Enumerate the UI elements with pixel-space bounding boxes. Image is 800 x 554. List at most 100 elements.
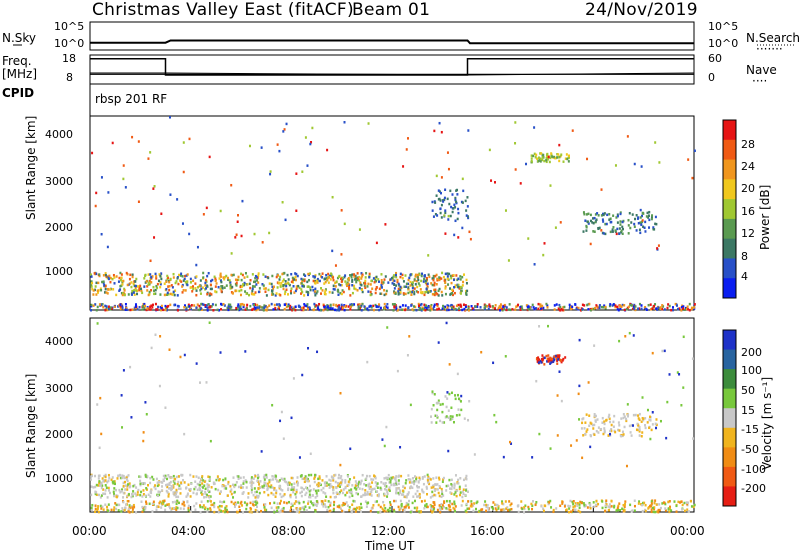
power-ground-noise (500, 307, 503, 311)
power-echo (163, 293, 166, 297)
power-echo (438, 278, 441, 282)
power-echo (235, 284, 238, 287)
power-ground-noise (444, 305, 447, 309)
velocity-echo (449, 415, 452, 418)
velocity-echo (367, 484, 370, 488)
velocity-ground-echo (592, 501, 595, 504)
power-echo (627, 224, 630, 227)
velocity-ground-echo (142, 508, 145, 512)
velocity-ground-echo (617, 508, 620, 512)
velocity-ground-echo (279, 509, 282, 513)
power-echo (399, 272, 402, 276)
velocity-echo (113, 494, 116, 498)
velocity-echo (103, 474, 106, 478)
power-ground-noise (251, 308, 254, 312)
power-ground-noise (618, 304, 621, 307)
power-ground-noise (616, 308, 619, 311)
power-ground-noise (216, 308, 219, 312)
velocity-ground-echo (542, 509, 545, 513)
power-echo (294, 275, 297, 279)
power-echo (306, 293, 309, 297)
power-cb-tick-16: 16 (741, 205, 755, 218)
velocity-echo (618, 429, 621, 432)
power-echo (420, 279, 423, 283)
power-echo (293, 278, 296, 281)
velocity-ground-echo (470, 502, 473, 506)
velocity-speckle (587, 381, 590, 384)
velocity-echo (434, 483, 437, 486)
velocity-echo (283, 493, 286, 496)
power-echo (444, 285, 447, 288)
velocity-ground-echo (668, 499, 671, 503)
velocity-echo (250, 480, 253, 483)
power-echo (327, 281, 330, 284)
velocity-echo (237, 485, 240, 489)
power-echo (240, 272, 243, 276)
power-echo (168, 288, 171, 292)
power-ground-noise (435, 303, 438, 306)
power-ground-noise (459, 303, 462, 307)
velocity-ground-echo (117, 503, 120, 507)
power-speckle (533, 126, 536, 129)
velocity-echo (313, 475, 316, 479)
xtick-3: 12:00 (371, 524, 406, 538)
power-echo (585, 213, 588, 216)
velocity-ground-echo (572, 508, 575, 512)
velocity-ground-echo (683, 501, 686, 505)
power-ground-noise (499, 303, 502, 306)
velocity-ground-echo (521, 507, 524, 511)
velocity-ground-echo (568, 507, 571, 510)
velocity-ground-echo (576, 504, 579, 507)
velocity-echo (454, 394, 457, 397)
velocity-ground-echo (475, 501, 478, 505)
power-echo (417, 290, 420, 294)
power-echo (133, 293, 136, 296)
velocity-echo (601, 416, 604, 420)
velocity-ground-echo (248, 510, 251, 514)
velocity-ground-echo (131, 510, 134, 514)
velocity-echo (620, 434, 623, 438)
velocity-echo (318, 477, 321, 480)
velocity-speckle (205, 381, 208, 384)
velocity-echo (439, 403, 442, 406)
power-ground-noise (206, 309, 209, 312)
velocity-ground-echo (429, 509, 432, 512)
velocity-ground-echo (279, 499, 282, 503)
velocity-ground-echo (468, 507, 471, 510)
power-echo (336, 289, 339, 292)
power-ground-noise (230, 305, 233, 309)
velocity-ground-echo (342, 501, 345, 505)
velocity-echo (157, 494, 160, 498)
power-echo (102, 281, 105, 285)
velocity-echo (107, 489, 110, 492)
velocity-ground-echo (650, 508, 653, 511)
power-ground-noise (189, 304, 192, 308)
power-speckle (461, 226, 464, 230)
nave-tick-top: 60 (708, 52, 722, 65)
velocity-ground-echo (692, 505, 695, 509)
velocity-ground-echo (295, 510, 298, 514)
velocity-ground-echo (206, 500, 209, 503)
velocity-speckle (493, 413, 496, 417)
power-echo (456, 283, 459, 287)
power-ground-noise (227, 308, 230, 312)
power-echo (332, 284, 335, 288)
power-ground-noise (483, 307, 486, 311)
power-echo (342, 290, 345, 294)
velocity-ground-echo (275, 506, 278, 509)
power-echo (332, 287, 335, 291)
velocity-echo (153, 485, 156, 489)
velocity-echo (353, 476, 356, 479)
power-echo (264, 290, 267, 293)
velocity-echo (170, 476, 173, 479)
power-echo (102, 280, 105, 283)
velocity-echo (603, 430, 606, 434)
velocity-echo (139, 482, 142, 486)
velocity-echo (348, 478, 351, 481)
velocity-echo (313, 480, 316, 484)
velocity-speckle (179, 355, 182, 359)
power-ground-noise (325, 307, 328, 311)
velocity-echo (393, 477, 396, 480)
power-echo (332, 278, 335, 282)
velocity-ground-echo (392, 508, 395, 512)
